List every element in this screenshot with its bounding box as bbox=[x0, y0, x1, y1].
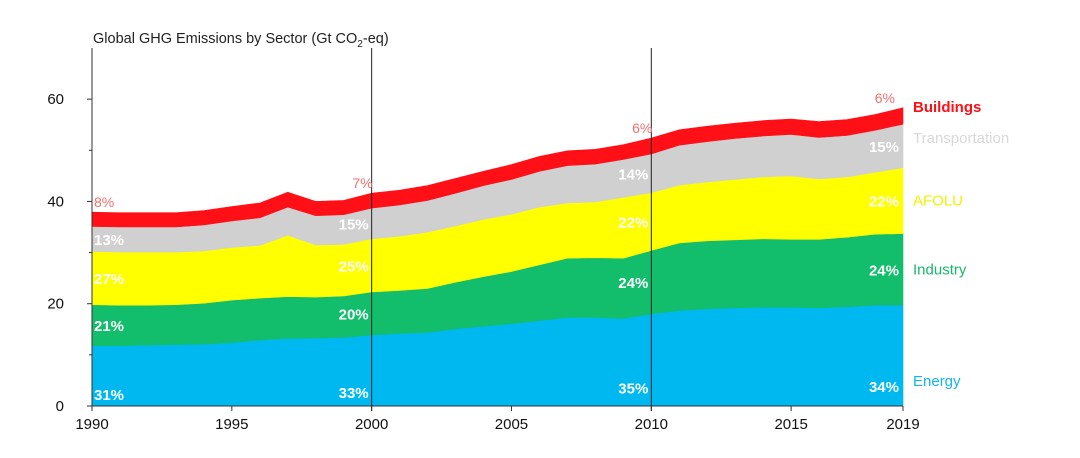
y-tick-label-20: 20 bbox=[47, 296, 64, 313]
share-label-1990-industry: 21% bbox=[94, 318, 124, 335]
x-tick-label-2010: 2010 bbox=[635, 416, 668, 433]
legend-label-industry: Industry bbox=[913, 261, 967, 278]
share-label-1990-transportation: 13% bbox=[94, 232, 124, 249]
stacked-areas bbox=[91, 107, 904, 407]
axes: 0 20 40 60 1990 1995 2000 2005 2010 2015 2019 bbox=[47, 48, 920, 433]
legend-label-afolu: AFOLU bbox=[913, 193, 963, 210]
x-tick-label-2000: 2000 bbox=[355, 416, 388, 433]
y-tick-label-0: 0 bbox=[56, 398, 64, 415]
share-label-1990-buildings: 8% bbox=[94, 194, 114, 210]
share-label-2010-transportation: 14% bbox=[618, 166, 648, 183]
share-label-2019-industry: 24% bbox=[869, 262, 899, 279]
share-label-2010-buildings: 6% bbox=[632, 120, 652, 136]
y-tick-label-60: 60 bbox=[47, 91, 64, 108]
y-tick-label-40: 40 bbox=[47, 193, 64, 210]
legend-label-transportation: Transportation bbox=[913, 130, 1009, 147]
x-tick-label-2015: 2015 bbox=[774, 416, 807, 433]
share-label-2000-transportation: 15% bbox=[339, 216, 369, 233]
share-label-2019-transportation: 15% bbox=[869, 139, 899, 156]
x-tick-label-1990: 1990 bbox=[75, 416, 108, 433]
share-label-2010-afolu: 22% bbox=[618, 215, 648, 232]
share-label-2010-industry: 24% bbox=[618, 275, 648, 292]
share-label-1990-afolu: 27% bbox=[94, 271, 124, 288]
x-tick-label-2005: 2005 bbox=[495, 416, 528, 433]
x-tick-label-1995: 1995 bbox=[215, 416, 248, 433]
share-labels: 8% 13% 27% 21% 31% 7% 15% 25% 20% 33% 6% 14% 22% 24% 3… bbox=[94, 90, 899, 404]
share-label-2019-buildings: 6% bbox=[875, 90, 895, 106]
share-label-2019-afolu: 22% bbox=[869, 194, 899, 211]
share-label-1990-energy: 31% bbox=[94, 387, 124, 404]
legend: Buildings Transportation AFOLU Industry Ener… bbox=[913, 99, 1009, 390]
legend-label-buildings: Buildings bbox=[913, 99, 981, 116]
share-label-2000-afolu: 25% bbox=[339, 258, 369, 275]
legend-label-energy: Energy bbox=[913, 373, 961, 390]
share-label-2010-energy: 35% bbox=[618, 381, 648, 398]
chart-title: Global GHG Emissions by Sector (Gt CO2-e… bbox=[93, 31, 389, 50]
share-label-2000-industry: 20% bbox=[339, 306, 369, 323]
share-label-2000-buildings: 7% bbox=[352, 175, 372, 191]
share-label-2000-energy: 33% bbox=[339, 385, 369, 402]
x-tick-label-2019: 2019 bbox=[886, 416, 919, 433]
share-label-2019-energy: 34% bbox=[869, 379, 899, 396]
